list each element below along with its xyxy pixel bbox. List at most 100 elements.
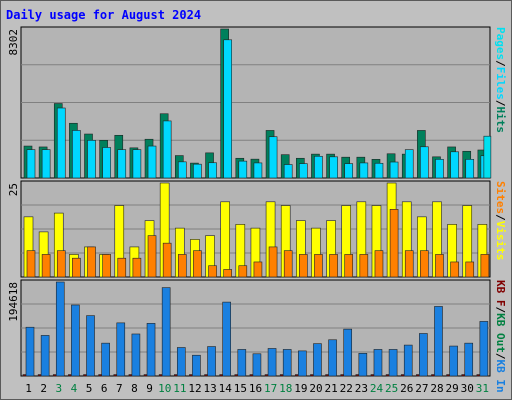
chart-title: Daily usage for August 2024 — [6, 8, 201, 22]
bar — [388, 349, 398, 377]
bar — [298, 350, 307, 377]
x-tick-label: 20 — [309, 382, 322, 395]
x-tick-label: 18 — [279, 382, 292, 395]
legend-separator: / — [494, 307, 507, 314]
bar — [252, 353, 262, 377]
bar — [267, 348, 277, 377]
bar — [328, 339, 337, 377]
bar — [283, 164, 293, 179]
y-max-label: 25 — [7, 183, 20, 196]
bar — [313, 343, 322, 377]
bar — [435, 254, 444, 278]
x-tick-label: 24 — [370, 382, 384, 395]
legend-entry: Visits — [494, 221, 507, 261]
series-sites — [26, 209, 490, 278]
bar — [223, 269, 232, 278]
legend-text: KB F/KB Out/KB In — [494, 280, 507, 393]
bar — [329, 156, 338, 179]
bar — [434, 306, 443, 377]
bar — [86, 315, 95, 377]
bar — [56, 107, 66, 179]
x-tick-label: 5 — [86, 382, 93, 395]
legend-text: Pages/Files/Hits — [494, 27, 507, 133]
bar — [102, 254, 111, 278]
bar — [41, 149, 51, 179]
legend-separator: / — [494, 214, 507, 221]
x-tick-label: 9 — [146, 382, 153, 395]
x-tick-label: 28 — [430, 382, 443, 395]
bar — [132, 149, 142, 179]
panel-visits-sites: 25 Sites/Visits — [7, 180, 507, 278]
bar — [450, 151, 459, 179]
bar — [192, 354, 201, 377]
bar — [147, 235, 157, 278]
x-tick-label: 8 — [131, 382, 138, 395]
panel-hits-files-pages: 8302 Pages/Files/Hits — [7, 26, 507, 179]
bar — [299, 163, 308, 179]
bar — [238, 265, 248, 278]
bar — [283, 250, 293, 278]
bar — [359, 254, 369, 278]
bar — [193, 163, 202, 179]
bar — [25, 326, 35, 377]
bar — [373, 349, 383, 377]
bar — [101, 342, 110, 377]
bar — [344, 254, 354, 278]
bar — [404, 149, 414, 179]
bar — [237, 349, 247, 377]
bar — [253, 162, 263, 179]
bar — [389, 209, 399, 278]
bar — [420, 146, 429, 179]
bar — [403, 344, 413, 377]
bar — [102, 147, 111, 179]
x-tick-label: 14 — [219, 382, 233, 395]
bar — [404, 250, 414, 278]
x-tick-label: 30 — [461, 382, 474, 395]
y-max-label: 194618 — [7, 282, 20, 322]
bar — [161, 287, 171, 377]
bar — [223, 39, 232, 179]
x-axis-labels: 1 2 3 4 5 6 7 8 9 10 11 12 13 14 15 16 17 18 19 20 21 22 23 24 2… — [25, 382, 489, 395]
legend-separator: / — [494, 100, 507, 107]
bar — [465, 261, 475, 278]
x-tick-label: 22 — [340, 382, 353, 395]
legend-separator: / — [494, 353, 507, 360]
legend-entry: Pages — [494, 27, 507, 60]
x-tick-label: 15 — [234, 382, 247, 395]
bar — [116, 322, 126, 377]
x-tick-label: 6 — [101, 382, 108, 395]
x-tick-label: 10 — [158, 382, 171, 395]
bar — [420, 250, 429, 278]
bar — [480, 254, 490, 278]
y-max-label: 8302 — [7, 29, 20, 56]
bar — [449, 345, 458, 377]
x-tick-label: 13 — [203, 382, 216, 395]
x-tick-label: 16 — [249, 382, 262, 395]
series-kb-in — [25, 281, 489, 377]
bar — [176, 347, 186, 377]
legend-visits-sites: Sites/Visits — [494, 181, 507, 261]
x-tick-label: 29 — [446, 382, 459, 395]
bar — [389, 161, 399, 179]
bar — [87, 140, 96, 179]
bar — [374, 162, 384, 179]
bar — [299, 254, 308, 278]
bar — [359, 162, 369, 179]
bar — [238, 160, 248, 179]
bar — [147, 145, 157, 179]
bar — [222, 301, 231, 377]
bar — [282, 349, 292, 377]
legend-text: Sites/Visits — [494, 181, 507, 261]
bar — [268, 136, 278, 179]
x-tick-label: 1 — [25, 382, 32, 395]
bar — [162, 120, 172, 179]
bar — [55, 281, 65, 377]
bar — [268, 246, 278, 278]
bar — [41, 254, 51, 278]
bar — [208, 265, 217, 278]
x-tick-label: 21 — [325, 382, 338, 395]
legend-kbytes: KB F/KB Out/KB In — [494, 280, 507, 393]
bar — [358, 352, 368, 377]
x-tick-label: 31 — [476, 382, 489, 395]
legend-entry: KB In — [494, 360, 507, 393]
